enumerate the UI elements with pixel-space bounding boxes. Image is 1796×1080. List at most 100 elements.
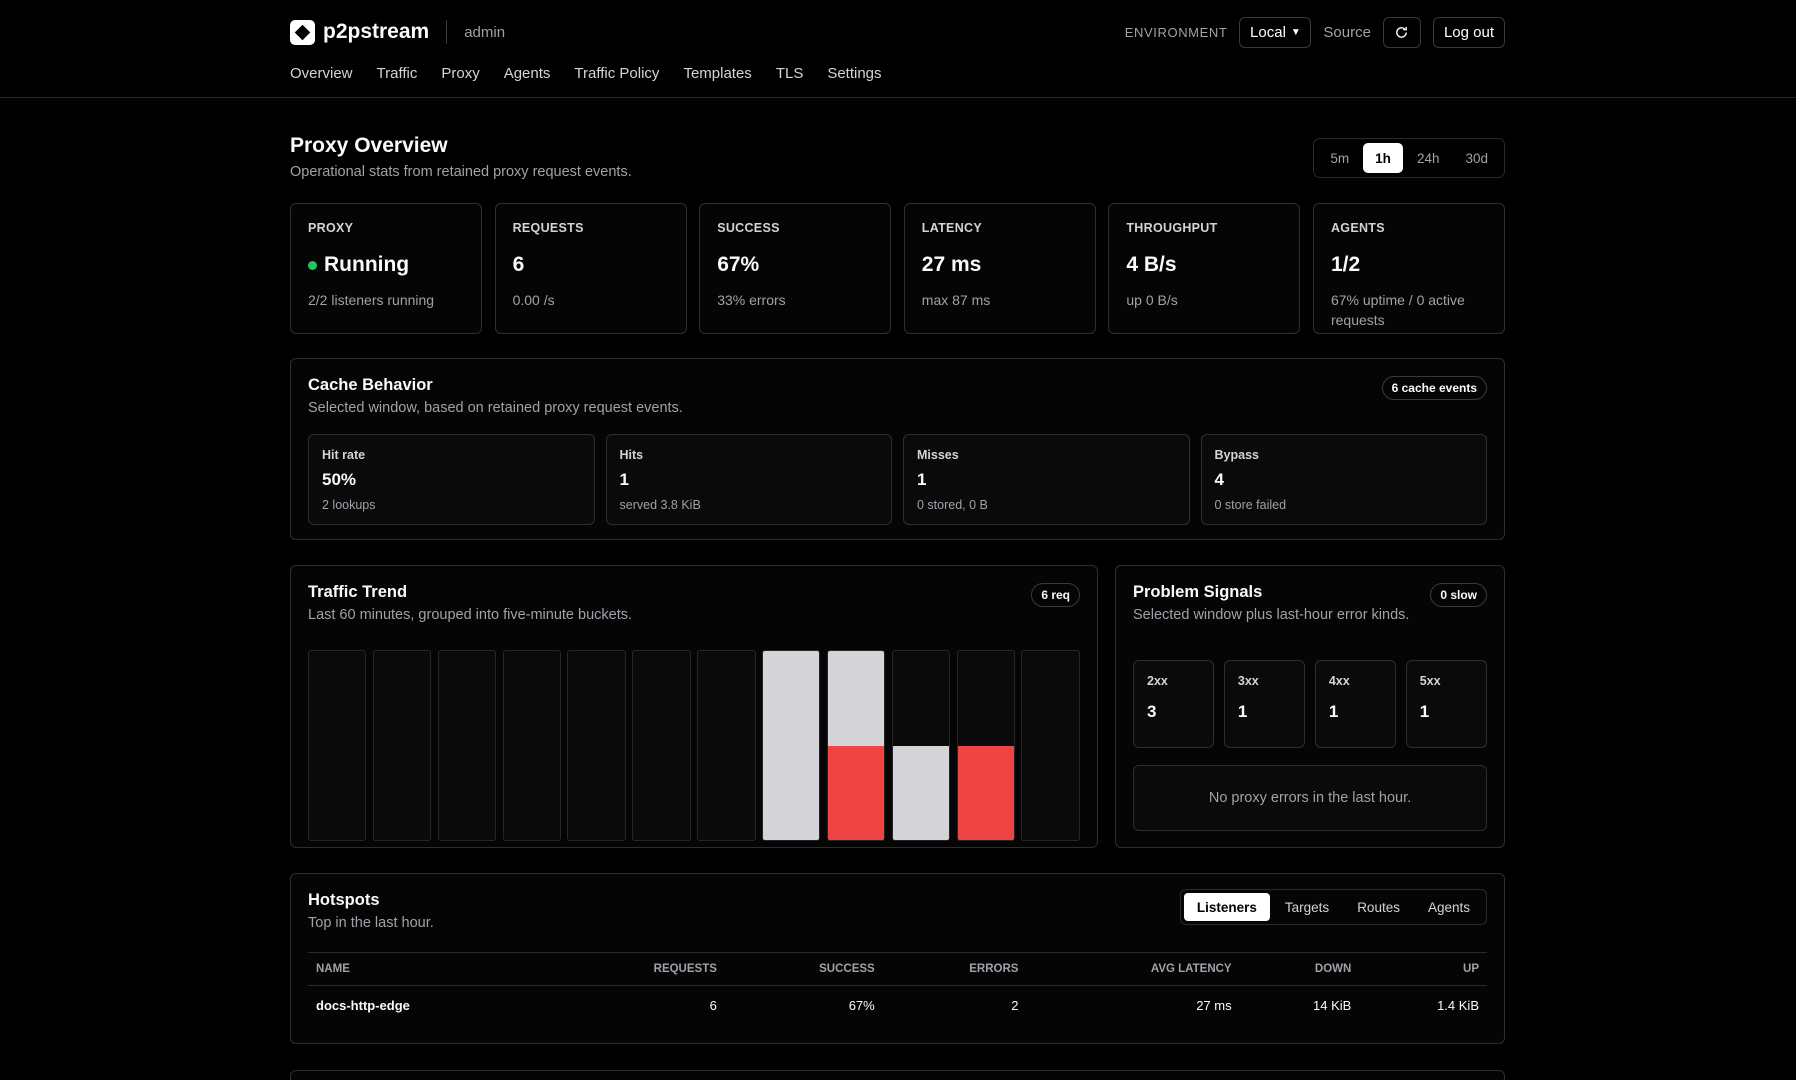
traffic-panel: Traffic Trend Last 60 minutes, grouped in… <box>290 565 1098 848</box>
environment-select[interactable]: Local ▼ <box>1239 16 1312 48</box>
stat-card: SUCCESS 67% 33% errors <box>699 203 892 334</box>
stat-label: PROXY <box>308 221 354 235</box>
panel-title: Cache Behavior <box>308 376 433 394</box>
trend-bucket <box>372 650 432 841</box>
stat-card: AGENTS 1/2 67% uptime / 0 active requests <box>1312 203 1505 334</box>
code-label: 5xx <box>1419 674 1441 688</box>
cache-value: 1 <box>619 470 629 489</box>
code-card: 2xx 3 <box>1133 660 1215 748</box>
empty-state: No proxy errors in the last hour. <box>1133 765 1487 831</box>
table-body: docs-http-edge 6 67% 2 27 ms 14 KiB 1.4 KiB <box>308 986 1487 1026</box>
nav-link[interactable]: TLS <box>775 65 804 82</box>
stat-value-text: 6 <box>512 253 525 276</box>
panel-header: Hotspots Top in the last hour. Listeners T… <box>308 889 1487 931</box>
nav-link[interactable]: Settings <box>827 65 882 82</box>
cache-note: served 3.8 KiB <box>619 498 701 512</box>
range-option[interactable]: 30d <box>1465 150 1488 166</box>
error-segment <box>957 745 1015 840</box>
trend-bucket <box>956 650 1016 841</box>
panel-subtitle: Last 60 minutes, grouped into five-minut… <box>308 607 633 623</box>
stat-value: 6 <box>513 253 669 277</box>
cache-cards: Hit rate 50% 2 lookups Hits 1 served 3.8 KiB M… <box>308 434 1487 525</box>
stat-value-text: Running <box>324 253 410 276</box>
badge: 6 req <box>1031 583 1080 607</box>
column-header: ERRORS <box>882 952 1027 986</box>
nav-link[interactable]: Traffic Policy <box>574 65 660 82</box>
top-bar: p2pstream admin ENVIRONMENT Local ▼ Sourc… <box>0 0 1796 98</box>
cache-value: 1 <box>917 470 927 489</box>
header-row: p2pstream admin ENVIRONMENT Local ▼ Sourc… <box>290 0 1505 64</box>
stat-value: 1/2 <box>1331 253 1487 277</box>
trend-bucket <box>632 650 691 841</box>
hotspots-panel: Hotspots Top in the last hour. Listeners T… <box>290 873 1505 1044</box>
hotspots-table: NAME REQUESTS SUCCESS ERRORS AVG LATENCY DOWN… <box>308 952 1487 1025</box>
cell: 14 KiB <box>1313 998 1352 1013</box>
column-header: REQUESTS <box>550 952 725 986</box>
panel-header: Cache Behavior Selected window, based on … <box>308 376 1487 416</box>
code-card: 5xx 1 <box>1405 660 1488 748</box>
stat-card: LATENCY 27 ms max 87 ms <box>903 203 1096 334</box>
nav-link[interactable]: Agents <box>503 65 551 82</box>
tab[interactable]: Agents <box>1427 899 1470 915</box>
panel-subtitle: Selected window plus last-hour error kin… <box>1133 607 1410 623</box>
code-label: 2xx <box>1147 674 1168 688</box>
page-heading: Proxy Overview Operational stats from re… <box>290 134 632 180</box>
stat-label: AGENTS <box>1330 221 1385 235</box>
cell: docs-http-edge <box>316 998 410 1013</box>
next-panel <box>290 1070 1505 1080</box>
code-value: 3 <box>1147 702 1157 721</box>
stat-card: REQUESTS 6 0.00 /s <box>494 203 687 334</box>
cache-value: 50% <box>322 470 357 489</box>
nav-link[interactable]: Overview <box>290 65 353 82</box>
cache-note: 0 stored, 0 B <box>917 498 988 512</box>
stat-value-text: 1/2 <box>1330 253 1361 276</box>
range-option[interactable]: 1h <box>1363 143 1403 173</box>
table-row[interactable]: docs-http-edge 6 67% 2 27 ms 14 KiB 1.4 KiB <box>308 986 1487 1026</box>
status-codes: 2xx 3 3xx 1 4xx 1 5xx 1 <box>1133 660 1488 748</box>
error-segment <box>827 745 885 840</box>
code-value: 1 <box>1237 702 1248 721</box>
brand[interactable]: p2pstream <box>323 20 430 43</box>
page-subtitle: Operational stats from retained proxy re… <box>290 164 632 180</box>
stat-label: REQUESTS <box>512 221 584 235</box>
code-card: 3xx 1 <box>1223 660 1306 748</box>
range-option[interactable]: 5m <box>1330 150 1350 166</box>
cache-card: Hits 1 served 3.8 KiB <box>605 434 892 525</box>
trend-bucket <box>437 650 497 841</box>
column-header: NAME <box>308 952 551 986</box>
tab[interactable]: Targets <box>1284 899 1330 915</box>
code-value: 1 <box>1419 702 1430 721</box>
cache-note: 0 store failed <box>1214 498 1287 512</box>
nav-link[interactable]: Templates <box>683 65 752 82</box>
cache-label: Hits <box>619 448 644 462</box>
header-actions: ENVIRONMENT Local ▼ Source Log out <box>1125 16 1505 48</box>
stat-note: 67% uptime / 0 active requests <box>1330 292 1465 328</box>
column-header: SUCCESS <box>724 952 883 986</box>
cell: 6 <box>709 998 717 1013</box>
panel-heading: Traffic Trend Last 60 minutes, grouped in… <box>308 583 632 623</box>
logout-button[interactable]: Log out <box>1432 16 1505 48</box>
refresh-button[interactable] <box>1382 16 1421 48</box>
source-link[interactable]: Source <box>1323 23 1371 41</box>
range-option[interactable]: 24h <box>1416 150 1440 166</box>
cell: 1.4 KiB <box>1437 998 1479 1013</box>
panel-subtitle: Selected window, based on retained proxy… <box>308 400 683 416</box>
environment-value: Local <box>1250 23 1286 41</box>
success-segment <box>892 745 950 840</box>
stat-value-text: 4 B/s <box>1126 253 1177 276</box>
trend-bucket <box>502 650 562 841</box>
panel-heading: Hotspots Top in the last hour. <box>308 891 434 931</box>
tab[interactable]: Listeners <box>1183 893 1270 921</box>
cache-label: Bypass <box>1214 448 1259 462</box>
nav-link[interactable]: Proxy <box>441 65 480 82</box>
stat-value: 4 B/s <box>1126 253 1282 277</box>
tab[interactable]: Routes <box>1357 899 1400 915</box>
nav-link[interactable]: Traffic <box>376 65 418 82</box>
logo[interactable] <box>290 19 315 45</box>
cache-card: Hit rate 50% 2 lookups <box>308 434 595 525</box>
code-value: 1 <box>1328 702 1339 721</box>
refresh-icon <box>1396 26 1408 38</box>
trend-bucket <box>826 650 886 841</box>
